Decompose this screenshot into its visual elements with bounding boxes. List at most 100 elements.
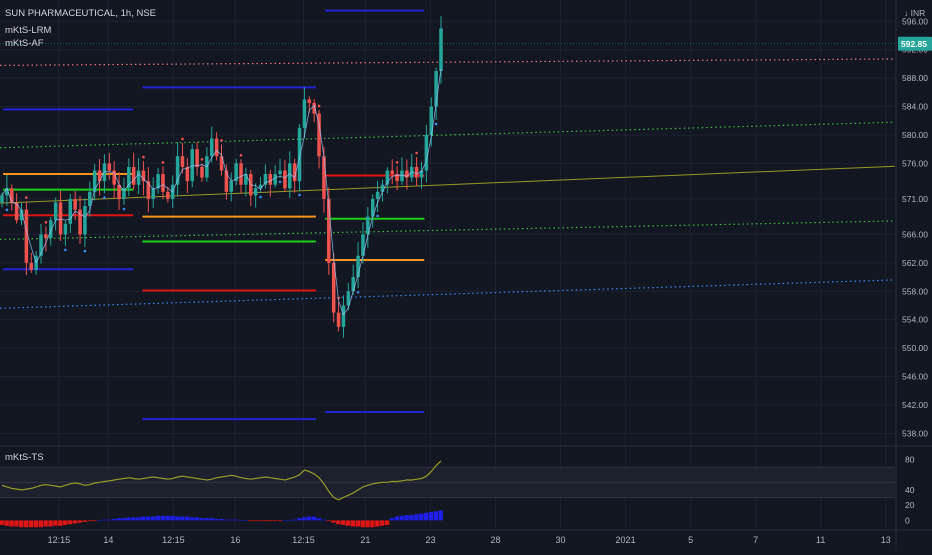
- candle-body: [107, 163, 112, 171]
- candle-body: [268, 174, 273, 185]
- y-tick-label-3: 584.00: [902, 102, 928, 112]
- histogram-bar: [136, 517, 141, 521]
- candle-body: [83, 206, 87, 235]
- candle-body: [180, 156, 185, 167]
- histogram-bar: [301, 517, 307, 521]
- signal-dot: [5, 208, 9, 212]
- dotted-channel-blue-3: [0, 279, 896, 309]
- candle-body: [322, 156, 326, 199]
- histogram-bar: [277, 520, 282, 522]
- candle-body: [234, 163, 238, 182]
- histogram-bar: [150, 516, 156, 521]
- symbol-title[interactable]: SUN PHARMACEUTICAL, 1h, NSE: [5, 8, 156, 19]
- histogram-bar: [326, 520, 331, 522]
- histogram-bar: [350, 520, 356, 527]
- candle-body: [351, 277, 355, 292]
- x-tick-label-11: 7: [753, 535, 758, 545]
- histogram-bar: [262, 520, 268, 522]
- histogram-bar: [38, 520, 43, 528]
- candle-body: [380, 184, 385, 192]
- y-tick-label-10: 554.00: [902, 315, 928, 325]
- candle-body: [434, 71, 438, 107]
- candle-body: [317, 113, 321, 157]
- histogram-bar: [292, 519, 297, 521]
- candle-body: [185, 166, 190, 182]
- histogram-bar: [180, 516, 185, 521]
- candle-body: [9, 188, 14, 203]
- histogram-bar: [428, 512, 434, 521]
- indicator-ts-label[interactable]: mKtS-TS: [5, 452, 44, 463]
- histogram-bar: [370, 520, 375, 528]
- candle-body: [53, 202, 58, 221]
- candle-body: [190, 149, 194, 182]
- candle-body: [341, 305, 346, 327]
- candle-body: [292, 163, 297, 182]
- histogram-bar: [316, 518, 322, 521]
- histogram-bar: [0, 520, 4, 525]
- histogram-bar: [82, 520, 87, 522]
- trend-trace-line: [1, 68, 442, 316]
- candle-body: [58, 202, 63, 235]
- histogram-bar: [92, 520, 97, 522]
- histogram-bar: [184, 516, 190, 521]
- histogram-bar: [267, 520, 273, 522]
- candle-body: [151, 188, 155, 199]
- histogram-bar: [306, 516, 312, 521]
- candle-body: [78, 209, 82, 235]
- signal-dot: [376, 214, 379, 218]
- y-tick-label-9: 558.00: [902, 286, 928, 296]
- histogram-bar: [380, 520, 385, 526]
- candle-body: [414, 166, 419, 178]
- candle-body: [141, 170, 146, 182]
- signal-dot: [44, 221, 48, 224]
- candle-body: [307, 99, 312, 104]
- histogram-bar: [394, 516, 400, 521]
- candle-body: [92, 170, 97, 192]
- candle-body: [258, 184, 263, 189]
- histogram-bar: [106, 519, 112, 521]
- candle-body: [429, 106, 434, 135]
- candle-body: [49, 220, 53, 238]
- osc-y-tick-label-0: 80: [905, 454, 915, 464]
- candle-body: [229, 181, 234, 192]
- histogram-bar: [331, 520, 336, 523]
- candle-body: [19, 209, 24, 221]
- candle-body: [346, 291, 351, 306]
- x-tick-label-10: 5: [688, 535, 693, 545]
- histogram-bar: [58, 520, 63, 526]
- histogram-bar: [375, 520, 380, 527]
- histogram-bar: [228, 519, 234, 521]
- last-price-badge: [898, 36, 932, 51]
- candle-body: [419, 170, 424, 178]
- candle-body: [73, 198, 77, 210]
- histogram-bar: [219, 518, 224, 521]
- indicator-lrm-label[interactable]: mKtS-LRM: [5, 25, 52, 36]
- signal-dot: [103, 196, 106, 199]
- histogram-bar: [189, 517, 195, 521]
- y-tick-label-13: 542.00: [902, 400, 928, 410]
- signal-dot: [64, 248, 67, 252]
- histogram-bar: [116, 518, 122, 521]
- currency-label: ↓ INR: [904, 8, 925, 18]
- histogram-bar: [14, 520, 19, 527]
- candle-body: [112, 170, 116, 185]
- histogram-bar: [238, 520, 243, 521]
- candle-body: [253, 188, 258, 196]
- candle-body: [439, 28, 443, 72]
- histogram-bar: [321, 519, 326, 521]
- histogram-bar: [248, 520, 253, 522]
- histogram-bar: [170, 515, 175, 521]
- histogram-bar: [155, 515, 161, 521]
- histogram-bar: [282, 520, 287, 521]
- signal-dot: [181, 137, 184, 141]
- y-tick-label-7: 566.00: [902, 229, 928, 239]
- indicator-af-label[interactable]: mKtS-AF: [5, 38, 44, 49]
- x-tick-label-3: 16: [230, 535, 240, 545]
- x-tick-label-9: 2021: [616, 535, 636, 545]
- histogram-bar: [62, 520, 68, 525]
- histogram-bar: [409, 515, 414, 521]
- histogram-bar: [287, 520, 292, 521]
